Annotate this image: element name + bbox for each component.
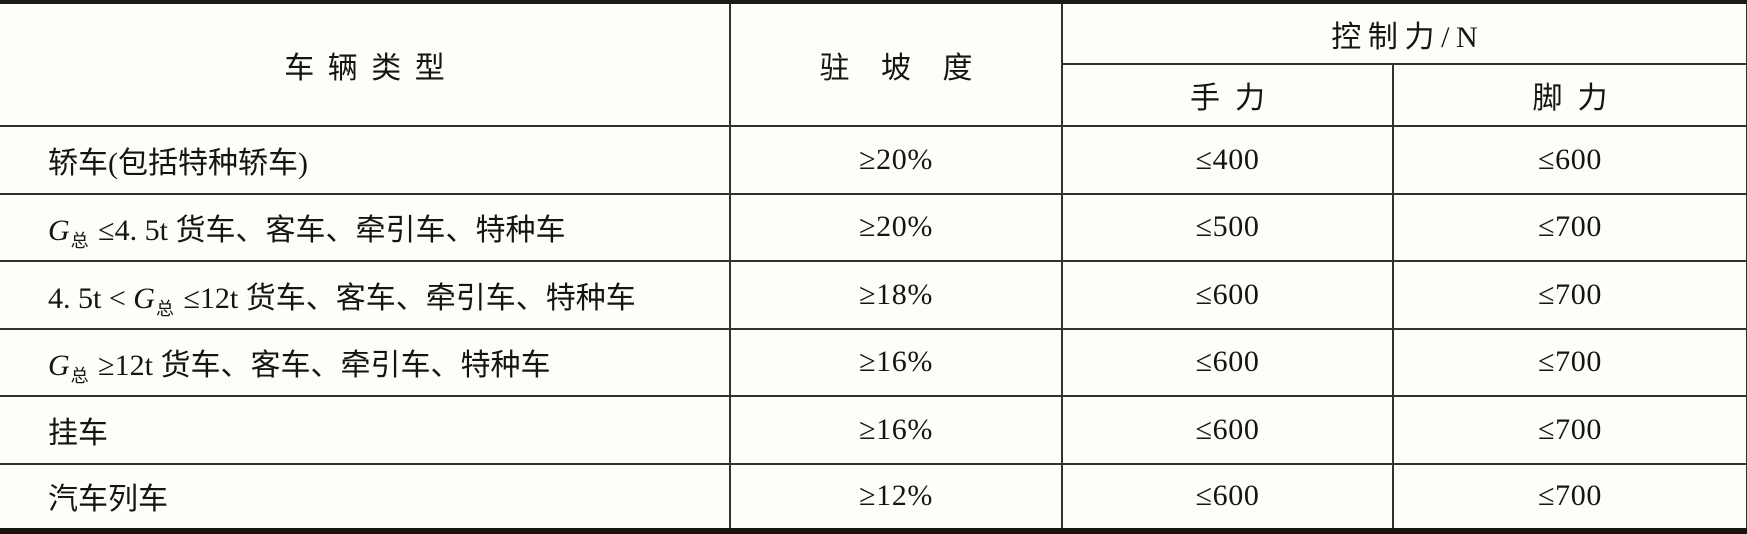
hand-force-value: ≤500 (1061, 192, 1394, 262)
header-row-top: 车辆类型 驻坡度 控制力/N (0, 1, 1747, 127)
vehicle-type-text: ≤4. 5t 货车、客车、牵引车、特种车 (90, 214, 566, 248)
vehicle-type-cell: 4. 5t < G总 ≤12t 货车、客车、牵引车、特种车 (0, 260, 731, 330)
math-variable: G (48, 214, 70, 248)
foot-force-value: ≤700 (1392, 395, 1747, 465)
parking-slope-value: ≥12% (729, 462, 1063, 532)
table-row: 轿车(包括特种轿车) ≥20% ≤400 ≤600 (0, 125, 1747, 195)
math-variable: G (48, 349, 70, 383)
control-force-header: 控制力/N (1061, 1, 1747, 65)
parking-slope-value: ≥16% (729, 395, 1063, 465)
foot-force-header: 脚力 (1392, 63, 1747, 127)
hand-force-value: ≤600 (1061, 395, 1394, 465)
hand-force-header: 手力 (1062, 63, 1394, 127)
table-body: 轿车(包括特种轿车) ≥20% ≤400 ≤600 G总 ≤4. 5t 货车、客车、牵引… (0, 125, 1747, 532)
control-force-header-label: 控制力/N (1331, 20, 1485, 54)
parking-slope-value: ≥16% (729, 327, 1063, 397)
vehicle-type-text: ≥12t 货车、客车、牵引车、特种车 (90, 349, 551, 383)
foot-force-value: ≤700 (1392, 462, 1747, 532)
table-row: 汽车列车 ≥12% ≤600 ≤700 (0, 462, 1747, 532)
math-subscript: 总 (70, 366, 89, 387)
foot-force-value: ≤600 (1392, 125, 1747, 195)
hand-force-value: ≤600 (1061, 462, 1394, 532)
vehicle-type-cell: G总 ≥12t 货车、客车、牵引车、特种车 (0, 327, 731, 397)
vehicle-type-text: ≤12t 货车、客车、牵引车、特种车 (175, 281, 636, 315)
vehicle-type-text: 挂车 (48, 416, 108, 450)
table-row: G总 ≥12t 货车、客车、牵引车、特种车 ≥16% ≤600 ≤700 (0, 327, 1747, 397)
header-row-sub: 手力 脚力 (0, 63, 1747, 127)
parking-slope-value: ≥18% (729, 260, 1063, 330)
hand-force-value: ≤400 (1061, 125, 1394, 195)
vehicle-type-cell: 汽车列车 (0, 462, 731, 532)
hand-force-value: ≤600 (1061, 260, 1394, 330)
vehicle-type-text: 汽车列车 (48, 483, 168, 517)
parking-slope-header: 驻坡度 (729, 1, 1063, 127)
vehicle-type-header-label: 车辆类型 (284, 51, 459, 85)
vehicle-type-text: 轿车(包括特种轿车) (48, 146, 308, 180)
hand-force-value: ≤600 (1061, 327, 1394, 397)
foot-force-value: ≤700 (1392, 260, 1747, 330)
math-subscript: 总 (70, 231, 89, 252)
vehicle-type-text: 4. 5t < (48, 281, 134, 315)
foot-force-value: ≤700 (1392, 192, 1747, 262)
vehicle-type-header: 车辆类型 (0, 1, 731, 127)
parking-slope-value: ≥20% (729, 125, 1063, 195)
math-variable: G (133, 281, 155, 315)
foot-force-header-label: 脚力 (1532, 82, 1623, 115)
table-row: 4. 5t < G总 ≤12t 货车、客车、牵引车、特种车 ≥18% ≤600 ≤70… (0, 260, 1747, 330)
table-header: 车辆类型 驻坡度 控制力/N 手力 脚力 (0, 1, 1747, 127)
table-row: G总 ≤4. 5t 货车、客车、牵引车、特种车 ≥20% ≤500 ≤700 (0, 192, 1747, 262)
hand-force-header-label: 手力 (1190, 82, 1280, 115)
parking-slope-header-label: 驻坡度 (819, 51, 1004, 85)
foot-force-value: ≤700 (1392, 327, 1747, 397)
table-row: 挂车 ≥16% ≤600 ≤700 (0, 395, 1747, 465)
vehicle-type-cell: 轿车(包括特种轿车) (0, 125, 731, 195)
vehicle-type-cell: G总 ≤4. 5t 货车、客车、牵引车、特种车 (0, 192, 731, 262)
math-subscript: 总 (155, 298, 174, 319)
parking-slope-value: ≥20% (729, 192, 1063, 262)
vehicle-type-cell: 挂车 (0, 395, 731, 465)
